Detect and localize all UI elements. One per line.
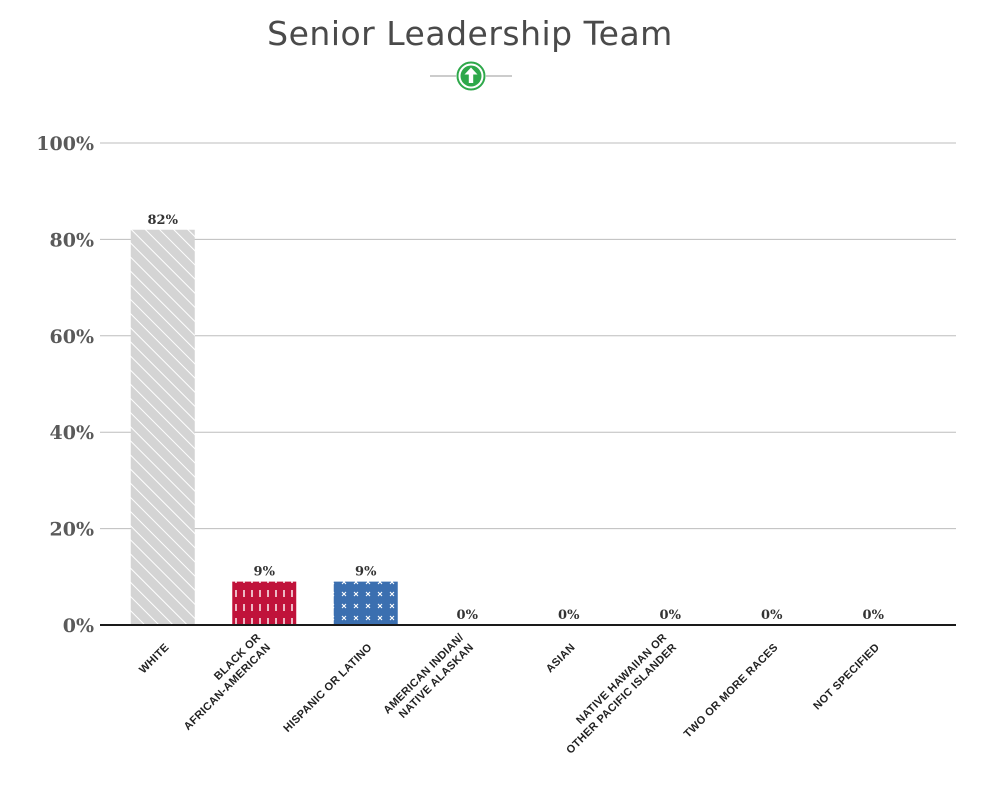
data-label: 0% [660, 608, 682, 623]
y-tick-label: 40% [50, 422, 95, 444]
x-category-label: AMERICAN INDIAN/NATIVE ALASKAN [381, 632, 476, 721]
data-label: 9% [254, 565, 276, 580]
title-ornament [430, 61, 512, 91]
data-label: 0% [457, 608, 479, 623]
y-tick-label: 0% [63, 615, 94, 637]
data-label: 9% [355, 565, 377, 580]
y-tick-label: 60% [50, 326, 95, 348]
data-label: 0% [558, 608, 580, 623]
x-category-label-line: AMERICAN INDIAN/ [381, 632, 466, 717]
x-category-label-line: WHITE [137, 641, 172, 676]
x-category-label-line: AFRICAN-AMERICAN [182, 641, 273, 732]
x-category-label-line: NATIVE HAWAIIAN OR [574, 632, 669, 727]
data-label: 0% [863, 608, 885, 623]
x-category-label-line: ASIAN [544, 641, 578, 675]
chart-title: Senior Leadership Team [267, 14, 673, 53]
x-category-label: WHITE [137, 641, 172, 676]
x-category-label: NOT SPECIFIED [811, 641, 882, 712]
bar [232, 581, 297, 625]
data-label: 82% [148, 213, 179, 228]
y-tick-label: 20% [50, 519, 95, 541]
x-category-label: TWO OR MORE RACES [682, 641, 781, 740]
x-category-label: HISPANIC OR LATINO [281, 641, 374, 734]
x-category-label-line: HISPANIC OR LATINO [281, 641, 374, 734]
bar [130, 229, 195, 625]
x-category-label-line: TWO OR MORE RACES [682, 641, 781, 740]
bar [333, 581, 398, 625]
data-label: 0% [761, 608, 783, 623]
y-tick-label: 80% [50, 229, 95, 251]
x-category-label: ASIAN [544, 641, 578, 675]
y-tick-label: 100% [36, 133, 94, 155]
x-category-label-line: OTHER PACIFIC ISLANDER [564, 641, 679, 756]
x-category-label-line: NOT SPECIFIED [811, 641, 882, 712]
green-up-arrow-icon [456, 61, 486, 91]
